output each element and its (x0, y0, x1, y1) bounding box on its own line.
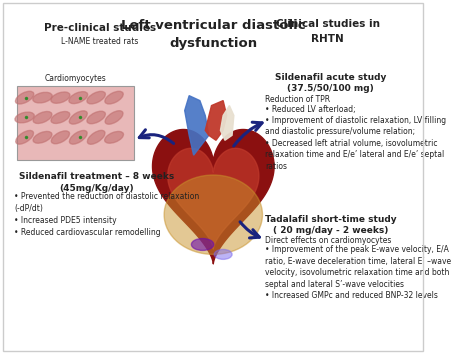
Ellipse shape (105, 91, 123, 104)
Polygon shape (205, 101, 227, 140)
Polygon shape (185, 96, 209, 155)
Ellipse shape (87, 130, 105, 144)
Ellipse shape (69, 111, 87, 124)
Text: • Prevented the reduction of diastolic relaxation
(-dP/dt)
• Increased PDE5 inte: • Prevented the reduction of diastolic r… (14, 192, 199, 237)
Ellipse shape (33, 92, 52, 103)
Text: Reduction of TPR: Reduction of TPR (265, 95, 330, 104)
Ellipse shape (87, 111, 105, 124)
Ellipse shape (105, 111, 123, 124)
Ellipse shape (214, 250, 232, 259)
Text: Left ventricular diastolic
dysfunction: Left ventricular diastolic dysfunction (121, 19, 306, 50)
Text: Clinical studies in
RHTN: Clinical studies in RHTN (276, 19, 380, 44)
Text: Sildenafil treatment – 8 weeks
(45mg/Kg/day): Sildenafil treatment – 8 weeks (45mg/Kg/… (19, 172, 174, 193)
Text: Cardiomyocytes: Cardiomyocytes (45, 74, 107, 83)
Ellipse shape (69, 92, 88, 104)
Text: • Improvement of the peak E-wave velocity, E/A
ratio, E-wave deceleration time, : • Improvement of the peak E-wave velocit… (265, 245, 451, 300)
Text: L-NAME treated rats: L-NAME treated rats (61, 37, 138, 46)
Text: Sildenafil acute study
(37.5/50/100 mg): Sildenafil acute study (37.5/50/100 mg) (275, 73, 386, 93)
Ellipse shape (16, 131, 34, 144)
Ellipse shape (51, 112, 70, 124)
Ellipse shape (164, 175, 263, 255)
Ellipse shape (51, 92, 70, 103)
Ellipse shape (51, 131, 70, 144)
Ellipse shape (33, 112, 52, 124)
Polygon shape (168, 148, 259, 249)
Ellipse shape (105, 131, 123, 143)
Text: • Reduced LV afterload;
• Improvement of diastolic relaxation, LV filling
and di: • Reduced LV afterload; • Improvement of… (265, 104, 447, 171)
Ellipse shape (87, 91, 105, 104)
Ellipse shape (33, 131, 52, 143)
Ellipse shape (16, 91, 34, 104)
Text: Tadalafil short-time study
( 20 mg/day - 2 weeks): Tadalafil short-time study ( 20 mg/day -… (264, 215, 396, 235)
Polygon shape (153, 130, 274, 264)
Polygon shape (220, 105, 234, 140)
Text: Direct effects on cardiomyocytes: Direct effects on cardiomyocytes (265, 235, 392, 245)
Ellipse shape (191, 239, 214, 250)
Ellipse shape (15, 112, 34, 123)
FancyBboxPatch shape (18, 86, 134, 160)
Text: Pre-clinical studies: Pre-clinical studies (44, 23, 156, 33)
Ellipse shape (69, 131, 87, 144)
